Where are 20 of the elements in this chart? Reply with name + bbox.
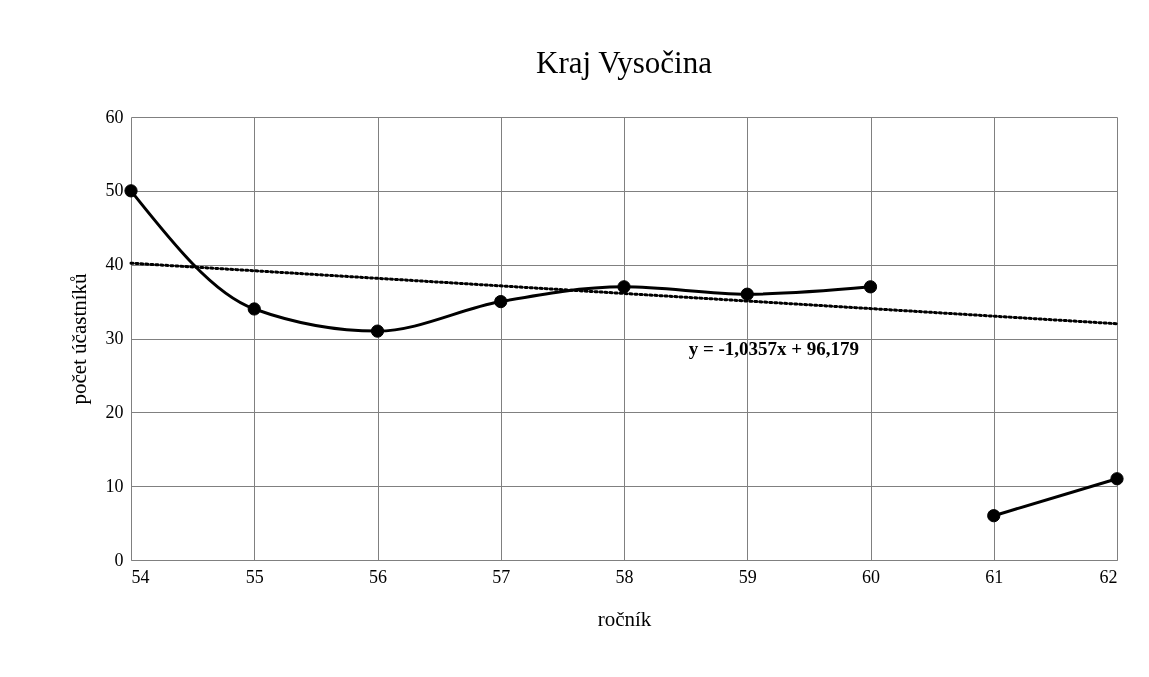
y-tick-label: 0	[114, 549, 124, 570]
x-axis-title: ročník	[597, 606, 652, 631]
x-tick-label: 57	[492, 566, 511, 587]
x-tick-label: 62	[1099, 566, 1118, 587]
x-tick-label: 61	[985, 566, 1004, 587]
y-tick-label: 40	[105, 254, 124, 275]
x-tick-label: 56	[369, 566, 387, 587]
y-tick-label: 30	[105, 328, 124, 348]
y-tick-label: 10	[105, 475, 124, 496]
x-tick-label: 54	[131, 566, 150, 587]
y-tick-label: 20	[105, 401, 124, 422]
y-tick-label: 50	[105, 180, 124, 201]
x-tick-label: 60	[862, 566, 880, 587]
chart-title: Kraj Vysočina	[536, 45, 713, 80]
annotation: y = -1,0357x + 96,179	[688, 338, 860, 360]
x-tick-label: 59	[738, 566, 757, 587]
x-tick-label: 55	[245, 566, 264, 587]
y-tick-label: 60	[105, 106, 124, 127]
y-axis-title: počet účastníků	[66, 272, 91, 405]
x-tick-label: 58	[615, 566, 634, 587]
